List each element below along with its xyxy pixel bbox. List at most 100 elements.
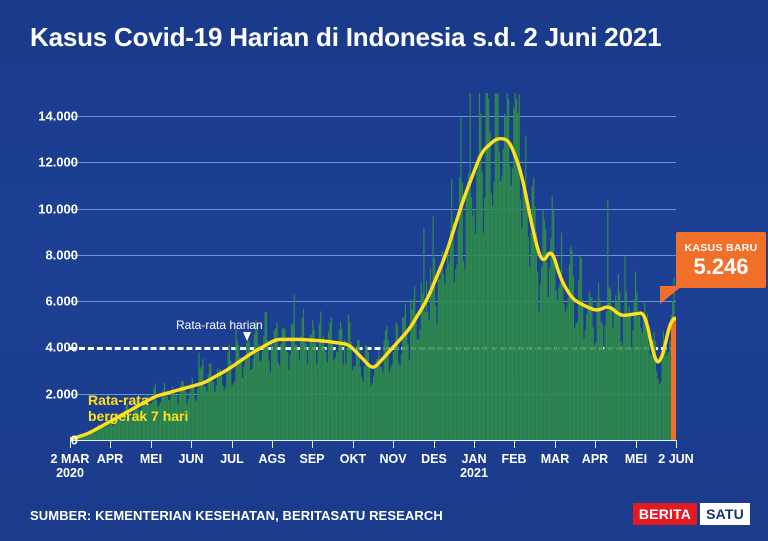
bar bbox=[167, 399, 170, 440]
bar bbox=[318, 323, 320, 440]
bar bbox=[179, 385, 182, 440]
bar bbox=[149, 404, 151, 440]
bar bbox=[325, 352, 327, 440]
bar bbox=[566, 307, 568, 440]
bar bbox=[232, 383, 234, 440]
new-cases-callout: KASUS BARU 5.246 bbox=[676, 232, 766, 288]
bar bbox=[526, 207, 528, 440]
bar bbox=[660, 382, 662, 440]
plot-area bbox=[70, 93, 676, 441]
x-axis-tick-label: MEI bbox=[624, 452, 648, 466]
bar bbox=[664, 346, 666, 440]
bar bbox=[108, 420, 110, 440]
bar bbox=[631, 349, 633, 440]
bar bbox=[638, 315, 641, 440]
bar bbox=[134, 406, 137, 440]
bar bbox=[654, 341, 657, 440]
bar bbox=[493, 181, 495, 440]
bar bbox=[268, 360, 270, 440]
x-axis-tick bbox=[191, 440, 192, 448]
bar bbox=[305, 343, 307, 440]
bar bbox=[104, 427, 106, 440]
bar bbox=[485, 93, 487, 440]
bar bbox=[261, 351, 264, 440]
bar bbox=[459, 177, 461, 440]
bar bbox=[245, 342, 248, 440]
bar bbox=[392, 351, 395, 440]
bar bbox=[420, 282, 422, 440]
bar bbox=[116, 416, 118, 440]
x-axis-tick-label: NOV bbox=[379, 452, 407, 466]
bar bbox=[301, 318, 303, 440]
bar bbox=[522, 184, 524, 440]
bar bbox=[445, 268, 447, 440]
bar bbox=[193, 385, 195, 440]
bar bbox=[502, 148, 504, 440]
bar bbox=[417, 338, 420, 440]
bar bbox=[571, 250, 573, 440]
bar bbox=[555, 290, 557, 440]
bar bbox=[306, 364, 309, 440]
bar bbox=[314, 343, 316, 440]
bar bbox=[330, 317, 332, 440]
bar bbox=[575, 323, 577, 440]
bar bbox=[383, 339, 385, 440]
x-axis-tick bbox=[676, 440, 677, 448]
bar bbox=[136, 398, 138, 440]
bar bbox=[567, 298, 569, 440]
bar bbox=[331, 340, 334, 440]
bar bbox=[428, 320, 430, 440]
bar bbox=[587, 307, 589, 440]
bar bbox=[627, 313, 629, 440]
bar bbox=[449, 230, 451, 440]
bar bbox=[128, 414, 130, 440]
bar bbox=[439, 279, 441, 440]
bar bbox=[515, 99, 518, 440]
bar bbox=[169, 400, 171, 440]
bar bbox=[568, 264, 571, 440]
bar bbox=[433, 257, 436, 440]
bar bbox=[154, 383, 156, 440]
bar bbox=[517, 113, 519, 440]
bar bbox=[100, 426, 102, 440]
bar bbox=[308, 347, 310, 440]
bar bbox=[552, 210, 555, 440]
bar bbox=[297, 350, 299, 440]
bar bbox=[406, 331, 408, 440]
bar bbox=[437, 270, 440, 440]
bar bbox=[257, 344, 260, 440]
bar bbox=[256, 326, 258, 440]
bar bbox=[242, 377, 244, 440]
bar bbox=[391, 363, 393, 440]
bar bbox=[424, 311, 426, 440]
bar bbox=[374, 364, 376, 440]
bar bbox=[81, 434, 84, 440]
bar bbox=[529, 266, 531, 440]
x-axis-tick bbox=[474, 440, 475, 448]
bar bbox=[378, 349, 380, 440]
bar bbox=[380, 367, 383, 440]
bar bbox=[347, 315, 350, 440]
bar bbox=[396, 324, 399, 440]
bar bbox=[534, 206, 536, 440]
bar bbox=[623, 314, 625, 440]
gridline bbox=[70, 162, 676, 164]
bar bbox=[275, 327, 277, 440]
bar bbox=[591, 297, 593, 440]
bar bbox=[494, 93, 496, 440]
bar bbox=[518, 94, 520, 440]
bar bbox=[220, 375, 223, 440]
bar bbox=[411, 309, 413, 440]
bar bbox=[371, 383, 373, 440]
bar bbox=[558, 287, 560, 440]
y-axis-tick-label: 6.000 bbox=[45, 293, 78, 309]
moving-average-line2: bergerak 7 hari bbox=[88, 408, 189, 424]
bar bbox=[197, 388, 199, 440]
bar bbox=[146, 394, 148, 440]
bar bbox=[455, 269, 457, 440]
bar bbox=[114, 416, 117, 440]
bar bbox=[276, 321, 278, 440]
callout-label: KASUS BARU bbox=[684, 241, 758, 254]
bar bbox=[464, 268, 466, 440]
y-axis-tick-label: 4.000 bbox=[45, 339, 78, 355]
